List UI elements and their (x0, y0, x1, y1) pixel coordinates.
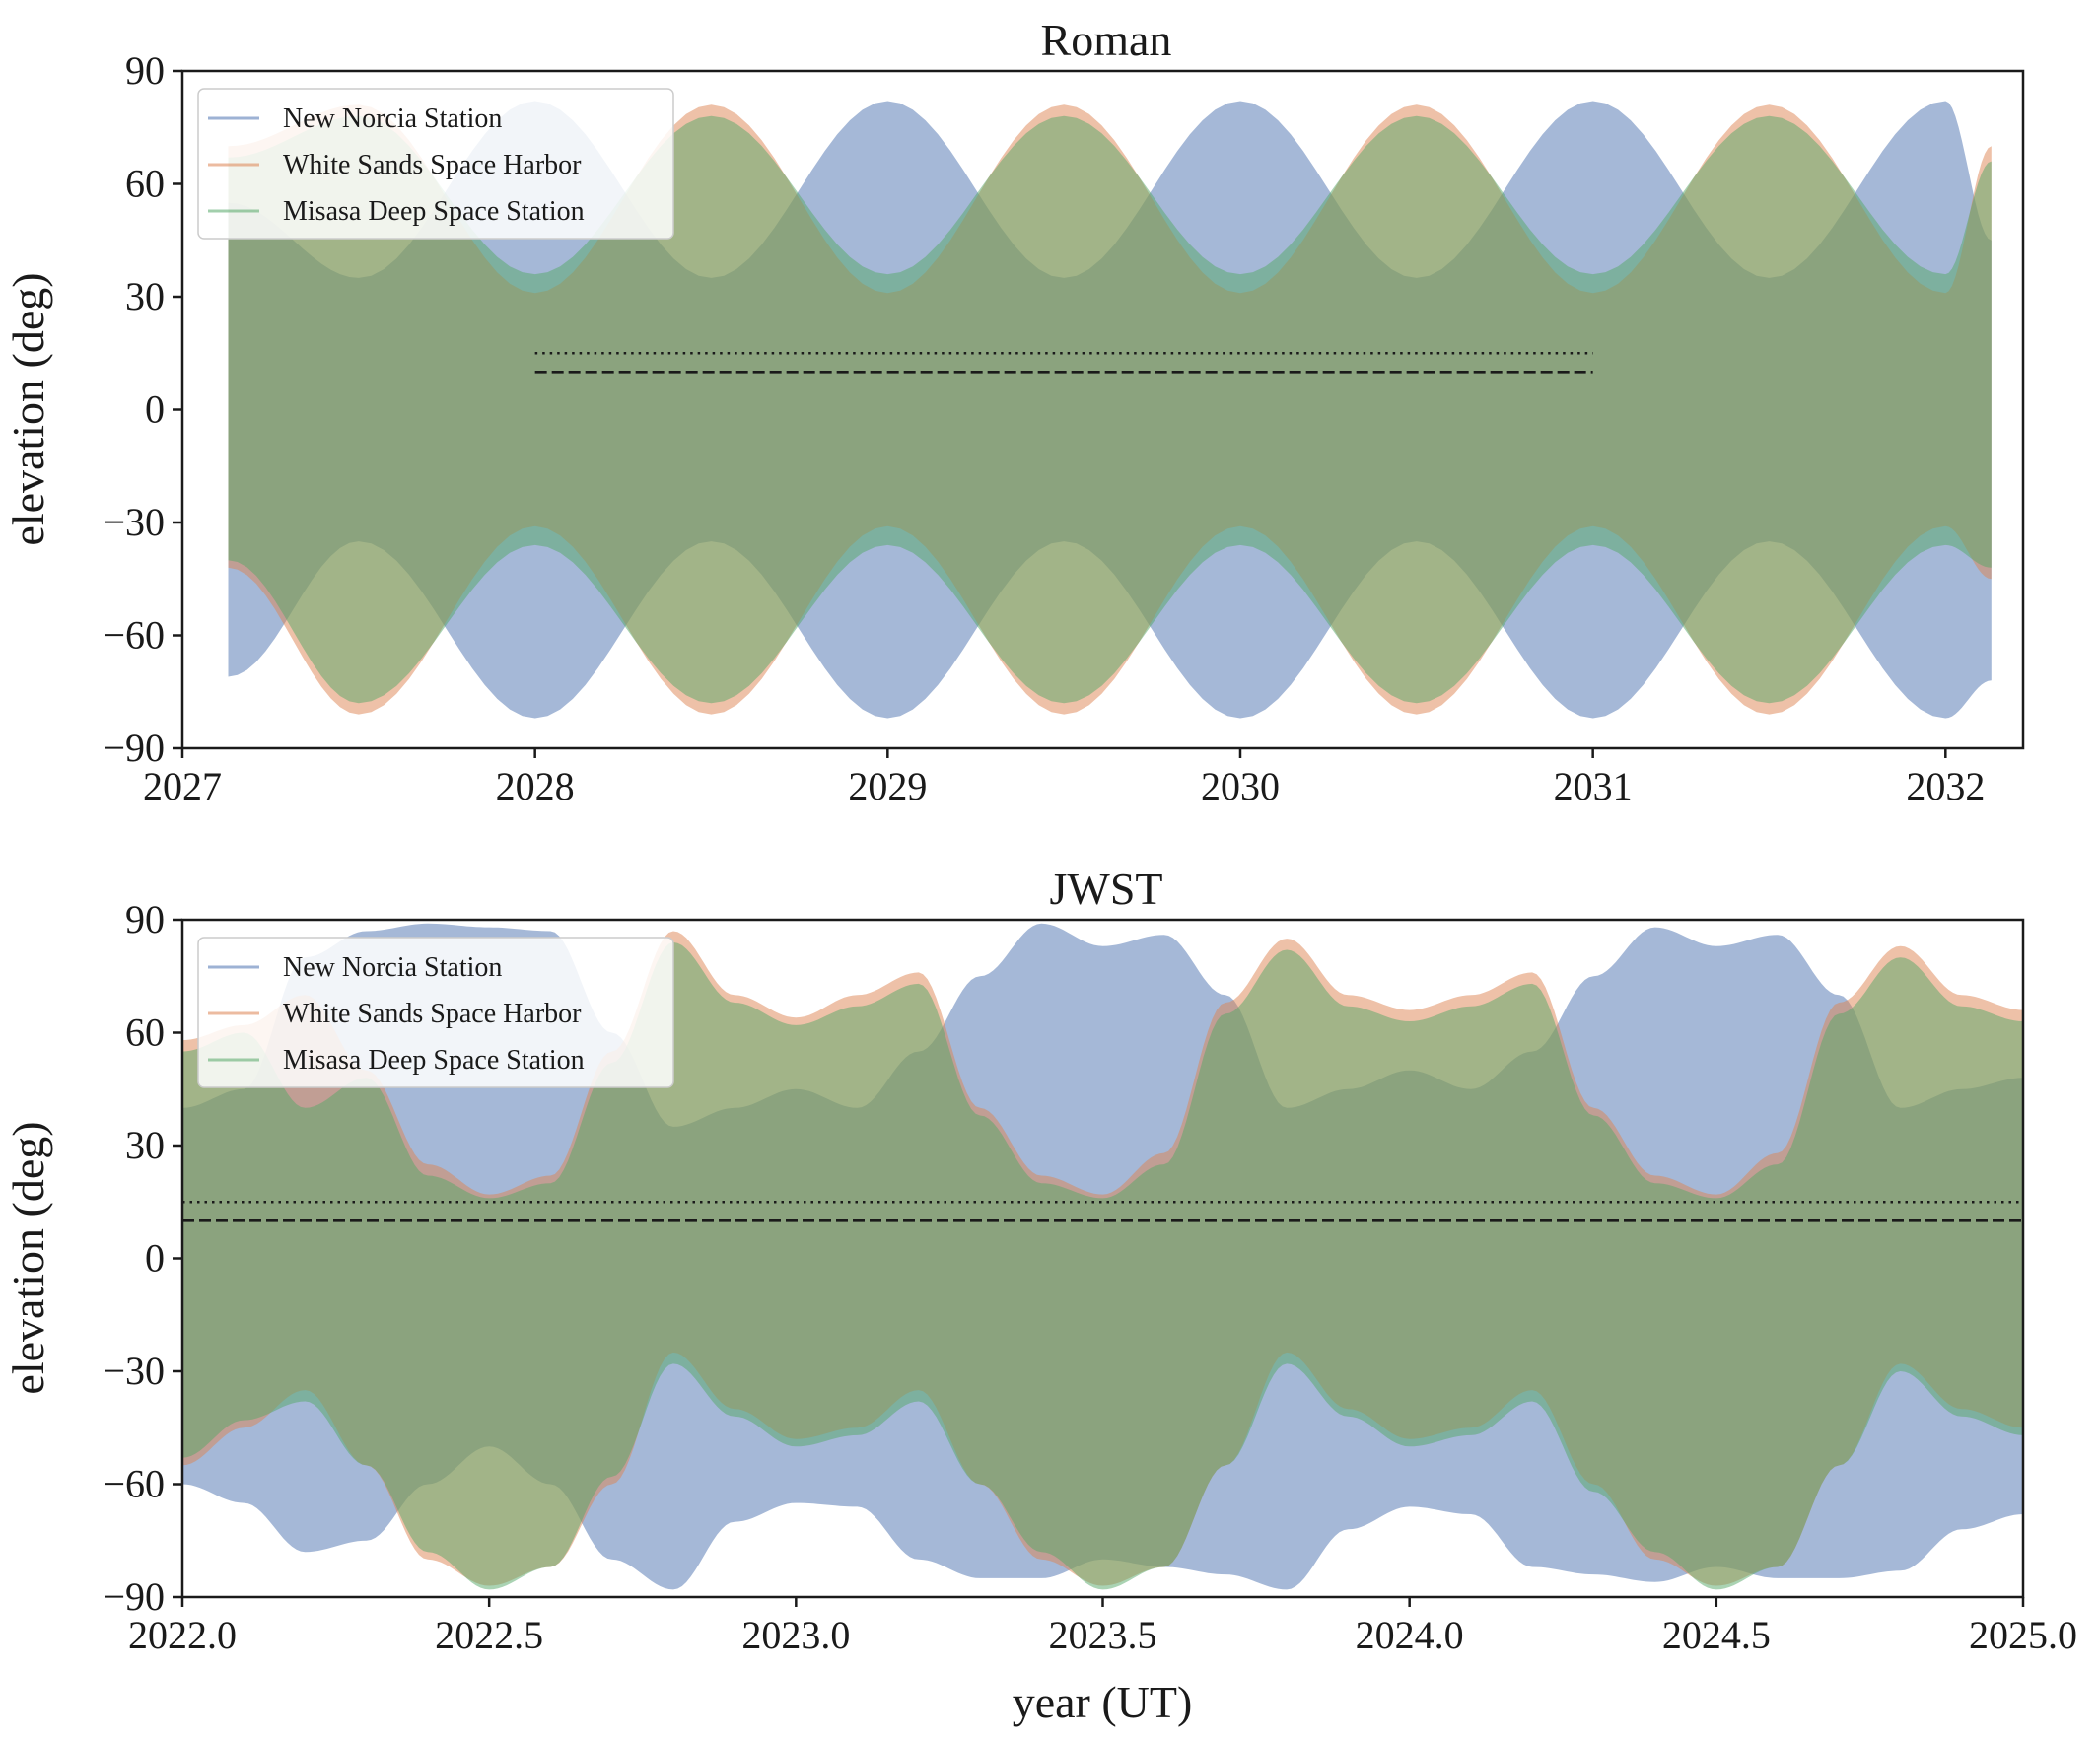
jwst-legend: New Norcia Station White Sands Space Harb… (197, 937, 674, 1088)
jwst-x-axis: 2022.0 2022.5 2023.0 2023.5 2024.0 2024.5 2025… (128, 1597, 2077, 1657)
roman-ytick-label: −90 (103, 726, 165, 770)
jwst-legend-box (197, 937, 674, 1088)
jwst-ytick-label: 60 (125, 1010, 165, 1055)
jwst-xtick-label: 2023.0 (741, 1613, 850, 1657)
roman-legend-box (197, 88, 674, 240)
jwst-xtick-label: 2022.0 (128, 1613, 237, 1657)
roman-ytick-label: 90 (125, 48, 165, 93)
jwst-ytick-label: −30 (103, 1349, 165, 1393)
roman-legend-label: White Sands Space Harbor (283, 150, 582, 180)
roman-ytick-label: 30 (125, 274, 165, 318)
jwst-ytick-label: −60 (103, 1462, 165, 1506)
roman-xtick-label: 2029 (848, 764, 927, 808)
roman-legend-label: Misasa Deep Space Station (283, 196, 585, 227)
jwst-legend-label: Misasa Deep Space Station (283, 1045, 585, 1076)
jwst-legend-label: New Norcia Station (283, 952, 502, 983)
jwst-ytick-label: 0 (145, 1236, 165, 1281)
jwst-series-layer (182, 923, 2023, 1590)
roman-ylabel: elevation (deg) (3, 272, 53, 545)
roman-ytick-label: 0 (145, 387, 165, 432)
roman-y-axis: −90 −60 −30 0 30 60 90 (103, 48, 182, 770)
roman-legend: New Norcia Station White Sands Space Harb… (197, 88, 674, 240)
roman-title: Roman (1041, 15, 1172, 65)
roman-xtick-label: 2031 (1554, 764, 1633, 808)
jwst-xtick-label: 2022.5 (435, 1613, 543, 1657)
roman-ytick-label: −60 (103, 613, 165, 658)
jwst-title: JWST (1050, 864, 1163, 914)
roman-xtick-label: 2032 (1906, 764, 1985, 808)
jwst-ytick-label: 30 (125, 1123, 165, 1167)
roman-ytick-label: 60 (125, 162, 165, 206)
roman-xtick-label: 2027 (143, 764, 222, 808)
jwst-panel: JWST −90 −60 −30 0 30 60 90 2022.0 2022.5 2023.0… (3, 864, 2077, 1727)
roman-series-layer (228, 101, 1992, 719)
jwst-legend-label: White Sands Space Harbor (283, 999, 582, 1029)
roman-ytick-label: −30 (103, 500, 165, 544)
jwst-xtick-label: 2023.5 (1049, 1613, 1157, 1657)
roman-plot-area (180, 69, 2025, 750)
jwst-plot-area (180, 918, 2025, 1599)
jwst-threshold-lines (182, 1200, 2023, 1222)
roman-x-axis: 2027 2028 2029 2030 2031 2032 (143, 748, 1985, 808)
jwst-series-band-2 (182, 941, 2023, 1590)
roman-xtick-label: 2028 (496, 764, 575, 808)
roman-series-band-2 (228, 115, 1992, 704)
jwst-xtick-label: 2024.5 (1662, 1613, 1771, 1657)
jwst-ylabel: elevation (deg) (3, 1121, 53, 1394)
jwst-ytick-label: 90 (125, 897, 165, 941)
roman-legend-label: New Norcia Station (283, 104, 502, 134)
jwst-y-axis: −90 −60 −30 0 30 60 90 (103, 897, 182, 1619)
jwst-xtick-label: 2025.0 (1969, 1613, 2077, 1657)
jwst-ytick-label: −90 (103, 1574, 165, 1619)
jwst-xlabel: year (UT) (1013, 1677, 1193, 1727)
roman-xtick-label: 2030 (1201, 764, 1280, 808)
jwst-xtick-label: 2024.0 (1356, 1613, 1464, 1657)
roman-threshold-lines (534, 351, 1593, 374)
